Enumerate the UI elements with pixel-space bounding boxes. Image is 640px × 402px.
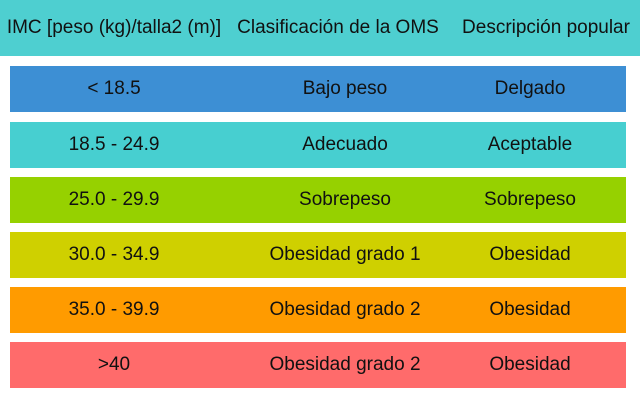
table-header: IMC [peso (kg)/talla2 (m)] Clasificación… — [0, 0, 640, 56]
cell-oms: Obesidad grado 1 — [269, 244, 421, 265]
header-imc: IMC [peso (kg)/talla2 (m)] — [6, 17, 222, 38]
cell-oms: Adecuado — [302, 134, 388, 155]
cell-oms: Sobrepeso — [299, 189, 391, 210]
cell-popular: Obesidad — [489, 354, 571, 375]
table-row: < 18.5 Bajo peso Delgado — [10, 66, 626, 112]
table-row: 25.0 - 29.9 Sobrepeso Sobrepeso — [10, 177, 626, 223]
cell-oms: Obesidad grado 2 — [269, 354, 421, 375]
cell-imc: 18.5 - 24.9 — [68, 134, 160, 155]
cell-popular: Obesidad — [489, 244, 571, 265]
cell-imc: 25.0 - 29.9 — [68, 189, 160, 210]
header-popular: Descripción popular — [462, 17, 630, 38]
cell-popular: Sobrepeso — [484, 189, 576, 210]
table-row: 30.0 - 34.9 Obesidad grado 1 Obesidad — [10, 232, 626, 278]
cell-popular: Obesidad — [489, 299, 571, 320]
cell-imc: >40 — [97, 354, 131, 375]
header-oms: Clasificación de la OMS — [237, 17, 439, 38]
cell-popular: Delgado — [494, 78, 566, 99]
cell-oms: Bajo peso — [302, 78, 388, 99]
table-row: >40 Obesidad grado 2 Obesidad — [10, 342, 626, 388]
table-row: 18.5 - 24.9 Adecuado Aceptable — [10, 122, 626, 168]
cell-imc: < 18.5 — [87, 78, 141, 99]
cell-oms: Obesidad grado 2 — [269, 299, 421, 320]
cell-imc: 30.0 - 34.9 — [68, 244, 160, 265]
cell-popular: Aceptable — [487, 134, 573, 155]
table-row: 35.0 - 39.9 Obesidad grado 2 Obesidad — [10, 287, 626, 333]
cell-imc: 35.0 - 39.9 — [68, 299, 160, 320]
